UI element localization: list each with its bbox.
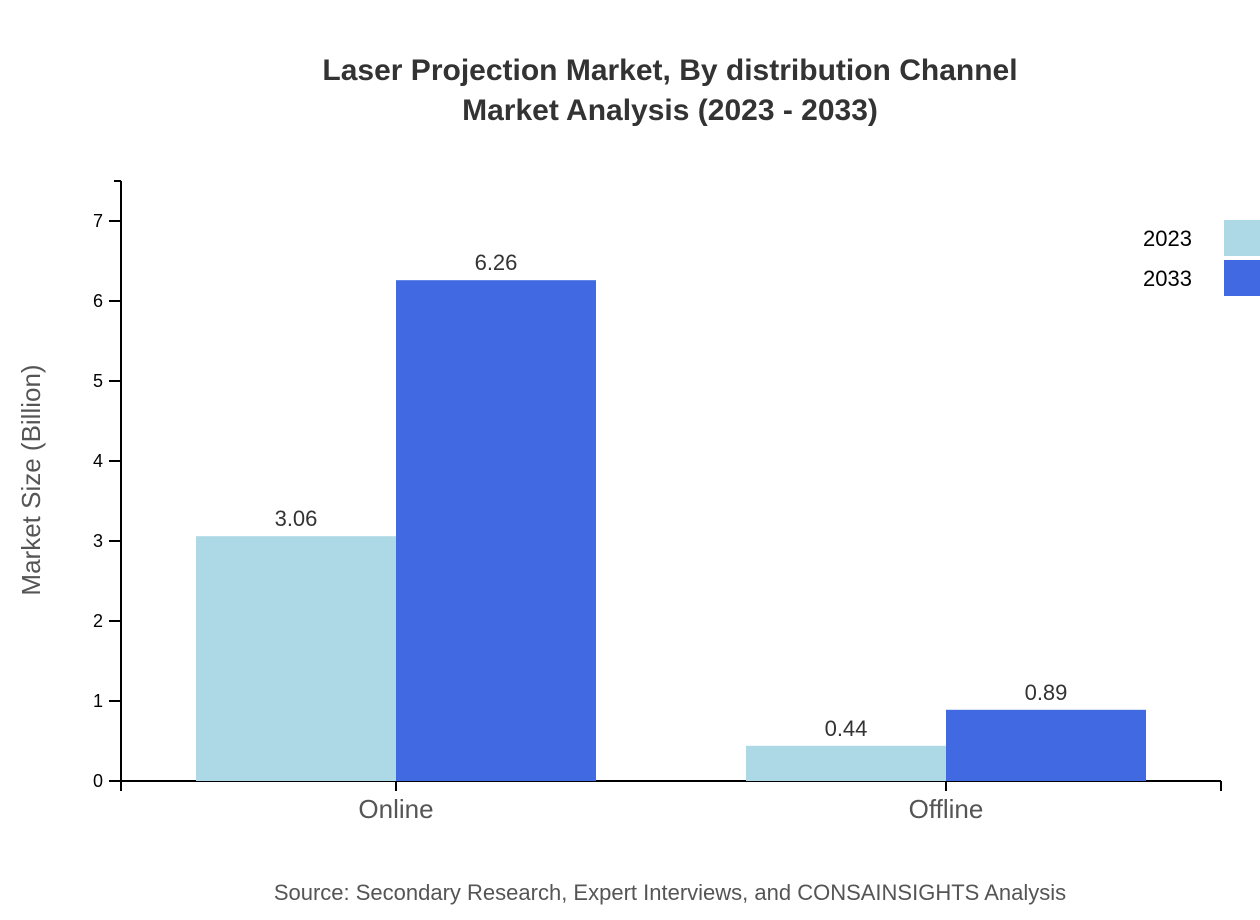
bar-2023-online <box>196 536 396 781</box>
data-label: 6.26 <box>475 250 518 275</box>
data-label: 0.89 <box>1025 680 1068 705</box>
data-label: 0.44 <box>825 716 868 741</box>
chart-title: Laser Projection Market, By distribution… <box>322 54 1017 87</box>
x-tick-label: Online <box>358 794 433 824</box>
y-tick-label: 6 <box>93 291 103 311</box>
y-tick-label: 1 <box>93 691 103 711</box>
y-tick-label: 4 <box>93 451 103 471</box>
x-tick-label: Offline <box>909 794 984 824</box>
bar-2023-offline <box>746 745 946 781</box>
y-tick-label: 2 <box>93 611 103 631</box>
legend-swatch-2023 <box>1224 220 1260 256</box>
source-note: Source: Secondary Research, Expert Inter… <box>274 880 1066 905</box>
bar-2033-offline <box>946 709 1146 781</box>
y-tick-label: 0 <box>93 771 103 791</box>
y-tick-label: 7 <box>93 211 103 231</box>
bar-2033-online <box>396 280 596 781</box>
data-label: 3.06 <box>275 506 318 531</box>
y-tick-label: 5 <box>93 371 103 391</box>
chart-subtitle: Market Analysis (2023 - 2033) <box>462 94 878 127</box>
legend-label-2023: 2023 <box>1143 226 1192 251</box>
legend-swatch-2033 <box>1224 260 1260 296</box>
y-tick-label: 3 <box>93 531 103 551</box>
legend-label-2033: 2033 <box>1143 266 1192 291</box>
y-axis-label: Market Size (Billion) <box>16 364 46 595</box>
